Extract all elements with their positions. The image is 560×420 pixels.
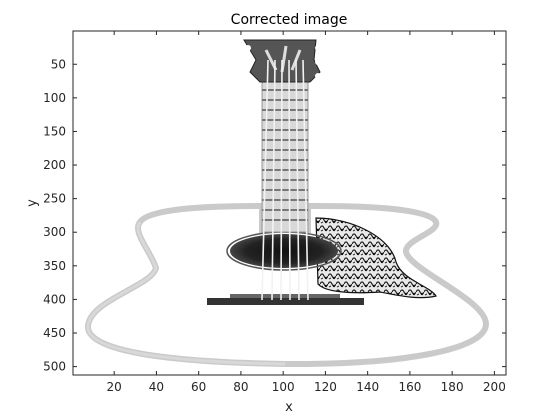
chart-title: Corrected image <box>231 12 348 28</box>
x-tick-label: 80 <box>233 380 248 394</box>
y-tick-label: 100 <box>43 91 66 105</box>
x-tick-label: 200 <box>483 380 506 394</box>
pickguard <box>315 217 437 299</box>
y-tick-label: 250 <box>43 192 66 206</box>
y-tick-label: 450 <box>43 326 66 340</box>
y-tick-label: 150 <box>43 124 66 138</box>
soundhole <box>230 234 338 268</box>
x-tick-label: 40 <box>149 380 164 394</box>
y-tick-label: 300 <box>43 225 66 239</box>
x-tick-label: 60 <box>191 380 206 394</box>
y-tick-label: 200 <box>43 158 66 172</box>
frets <box>262 89 308 221</box>
axes-box <box>72 30 507 376</box>
y-tick-label: 50 <box>51 57 66 71</box>
y-tick-label: 400 <box>43 292 66 306</box>
x-axis-ticks: 20 40 60 80 100 120 140 160 180 200 <box>107 31 506 394</box>
y-tick-label: 350 <box>43 259 66 273</box>
strings <box>261 59 309 301</box>
y-tick-label: 500 <box>43 360 66 374</box>
x-tick-label: 120 <box>314 380 337 394</box>
x-tick-label: 20 <box>107 380 122 394</box>
x-axis-label: x <box>285 400 293 415</box>
guitar-image <box>85 39 490 368</box>
x-tick-label: 140 <box>356 380 379 394</box>
neck <box>262 82 308 232</box>
x-tick-label: 160 <box>398 380 421 394</box>
y-axis-label: y <box>25 199 40 207</box>
x-tick-label: 180 <box>441 380 464 394</box>
bridge <box>207 298 364 305</box>
x-tick-label: 100 <box>272 380 295 394</box>
y-axis-ticks: 50 100 150 200 250 300 350 400 450 500 <box>43 57 506 374</box>
